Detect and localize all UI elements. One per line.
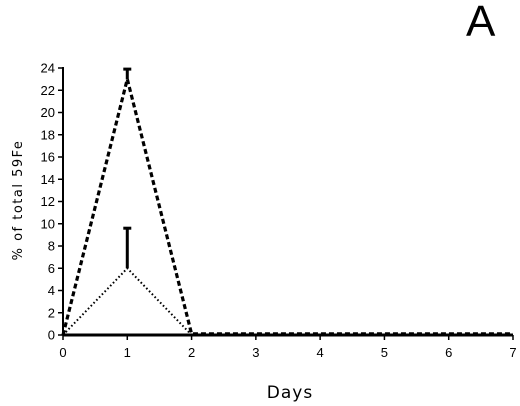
x-axis-title: Days [267, 383, 313, 403]
y-tick-label: 16 [41, 150, 55, 165]
axes [58, 67, 514, 340]
y-tick-label: 22 [41, 83, 55, 98]
y-tick-label: 24 [41, 61, 55, 76]
x-tick-label: 7 [509, 345, 516, 360]
x-tick-label: 3 [252, 345, 259, 360]
x-tick-label: 6 [445, 345, 452, 360]
y-tick-label: 6 [48, 261, 55, 276]
y-tick-label: 20 [41, 105, 55, 120]
panel-label: A [466, 0, 496, 46]
x-tick-label: 1 [124, 345, 131, 360]
x-tick-label: 4 [317, 345, 324, 360]
x-tick-label: 2 [188, 345, 195, 360]
series-lines [61, 67, 513, 337]
x-tick-label: 0 [59, 345, 66, 360]
y-tick-label: 18 [41, 127, 55, 142]
series-line-dashed-thick [61, 78, 513, 336]
y-tick-label: 0 [48, 328, 55, 343]
y-tick-label: 4 [48, 283, 55, 298]
y-tick-label: 14 [41, 172, 55, 187]
y-tick-label: 10 [41, 216, 55, 231]
x-tick-label: 5 [381, 345, 388, 360]
y-tick-label: 12 [41, 194, 55, 209]
series-line-dotted [62, 266, 193, 336]
y-tick-label: 8 [48, 239, 55, 254]
y-tick-label: 2 [48, 305, 55, 320]
y-axis-title: % of total 59Fe [11, 140, 26, 261]
